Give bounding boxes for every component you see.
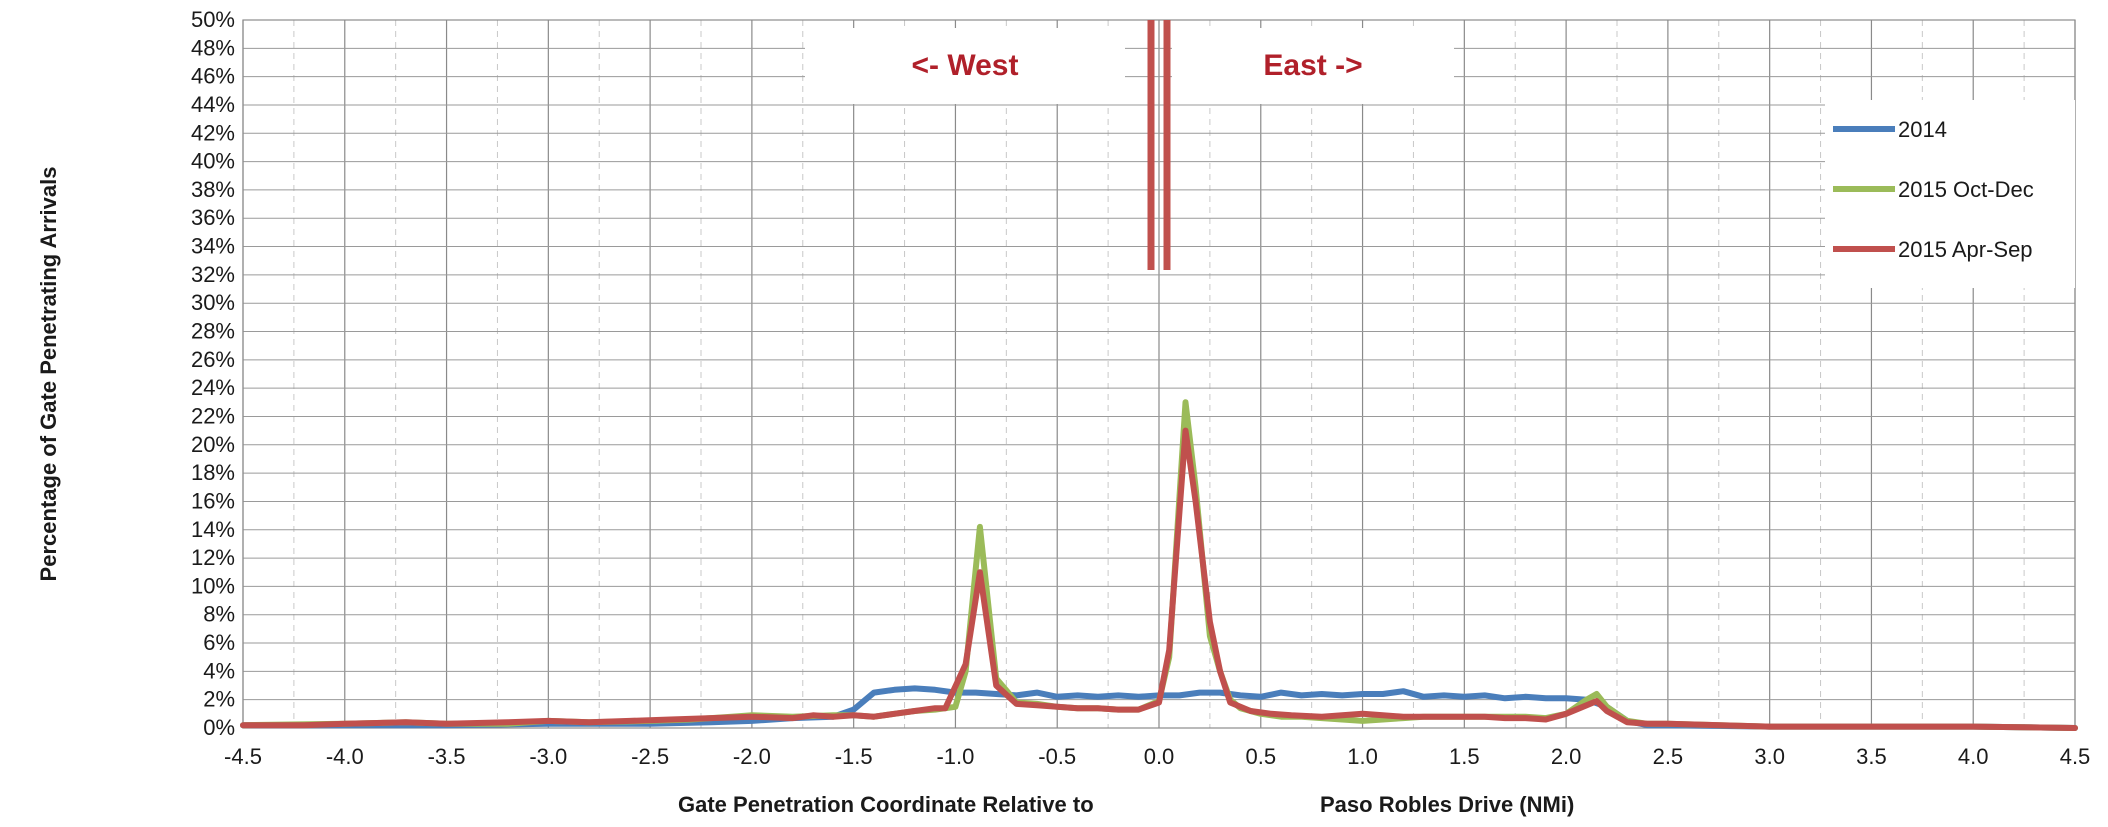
x-tick-label: 1.0: [1347, 744, 1378, 769]
y-tick-label: 8%: [203, 602, 235, 627]
x-axis-title-right: Paso Robles Drive (NMi): [1320, 792, 1574, 817]
east-direction-label: East ->: [1263, 49, 1362, 82]
y-tick-label: 12%: [191, 545, 235, 570]
zero-divider-marker: [1147, 20, 1171, 270]
y-tick-label: 6%: [203, 630, 235, 655]
y-tick-label: 0%: [203, 715, 235, 740]
y-tick-label: 22%: [191, 403, 235, 428]
x-tick-label: -4.0: [326, 744, 364, 769]
legend-entry-label: 2014: [1898, 117, 1947, 142]
x-tick-label: -0.5: [1038, 744, 1076, 769]
x-tick-label: 1.5: [1449, 744, 1480, 769]
y-tick-label: 18%: [191, 460, 235, 485]
y-tick-label: 4%: [203, 658, 235, 683]
west-direction-label: <- West: [912, 49, 1019, 82]
y-tick-label: 16%: [191, 488, 235, 513]
y-tick-label: 50%: [191, 7, 235, 32]
x-tick-label: -3.0: [529, 744, 567, 769]
y-tick-label: 42%: [191, 120, 235, 145]
y-tick-label: 30%: [191, 290, 235, 315]
x-tick-label: 4.5: [2060, 744, 2091, 769]
legend: 2014 2015 Oct-Dec 2015 Apr-Sep: [1825, 100, 2075, 288]
x-tick-label: -4.5: [224, 744, 262, 769]
x-tick-label: -2.0: [733, 744, 771, 769]
x-axis-title-left: Gate Penetration Coordinate Relative to: [678, 792, 1094, 817]
series-line: [240, 427, 2078, 731]
x-tick-label: -1.0: [936, 744, 974, 769]
vertical-gridlines: [242, 20, 2076, 728]
y-tick-label: 38%: [191, 177, 235, 202]
series-lines: [240, 399, 2078, 731]
x-tick-label: -1.5: [835, 744, 873, 769]
y-axis-title: Percentage of Gate Penetrating Arrivals: [36, 167, 61, 582]
x-tick-label: 0.0: [1144, 744, 1175, 769]
y-tick-label: 48%: [191, 35, 235, 60]
y-tick-label: 36%: [191, 205, 235, 230]
y-tick-label: 14%: [191, 517, 235, 542]
legend-entry-label: 2015 Oct-Dec: [1898, 177, 2034, 202]
plot-area-frame: [242, 19, 2076, 729]
x-tick-label: 4.0: [1958, 744, 1989, 769]
west-label-box: [805, 28, 1125, 104]
x-tick-label: 2.5: [1653, 744, 1684, 769]
x-tick-label: 3.5: [1856, 744, 1887, 769]
x-tick-label: 3.0: [1754, 744, 1785, 769]
east-label-box: [1172, 28, 1454, 104]
x-tick-label: 2.0: [1551, 744, 1582, 769]
y-tick-label: 24%: [191, 375, 235, 400]
x-tick-label: -3.5: [428, 744, 466, 769]
legend-entry-label: 2015 Apr-Sep: [1898, 237, 2033, 262]
y-tick-label: 46%: [191, 64, 235, 89]
series-line: [240, 685, 2078, 731]
y-tick-label: 34%: [191, 234, 235, 259]
x-tick-labels: -4.5 -4.0 -3.5 -3.0 -2.5 -2.0 -1.5 -1.0 -0.5 0.0 0…: [224, 744, 2090, 769]
y-tick-label: 28%: [191, 319, 235, 344]
y-tick-label: 44%: [191, 92, 235, 117]
y-tick-labels: 0% 2% 4% 6% 8% 10% 12% 14% 16% 18% 20% 22% 24% 26% 28%…: [191, 7, 235, 740]
y-tick-label: 26%: [191, 347, 235, 372]
y-tick-label: 10%: [191, 573, 235, 598]
x-tick-label: -2.5: [631, 744, 669, 769]
y-tick-label: 40%: [191, 149, 235, 174]
y-tick-label: 2%: [203, 687, 235, 712]
y-tick-label: 32%: [191, 262, 235, 287]
x-tick-label: 0.5: [1245, 744, 1276, 769]
y-tick-label: 20%: [191, 432, 235, 457]
